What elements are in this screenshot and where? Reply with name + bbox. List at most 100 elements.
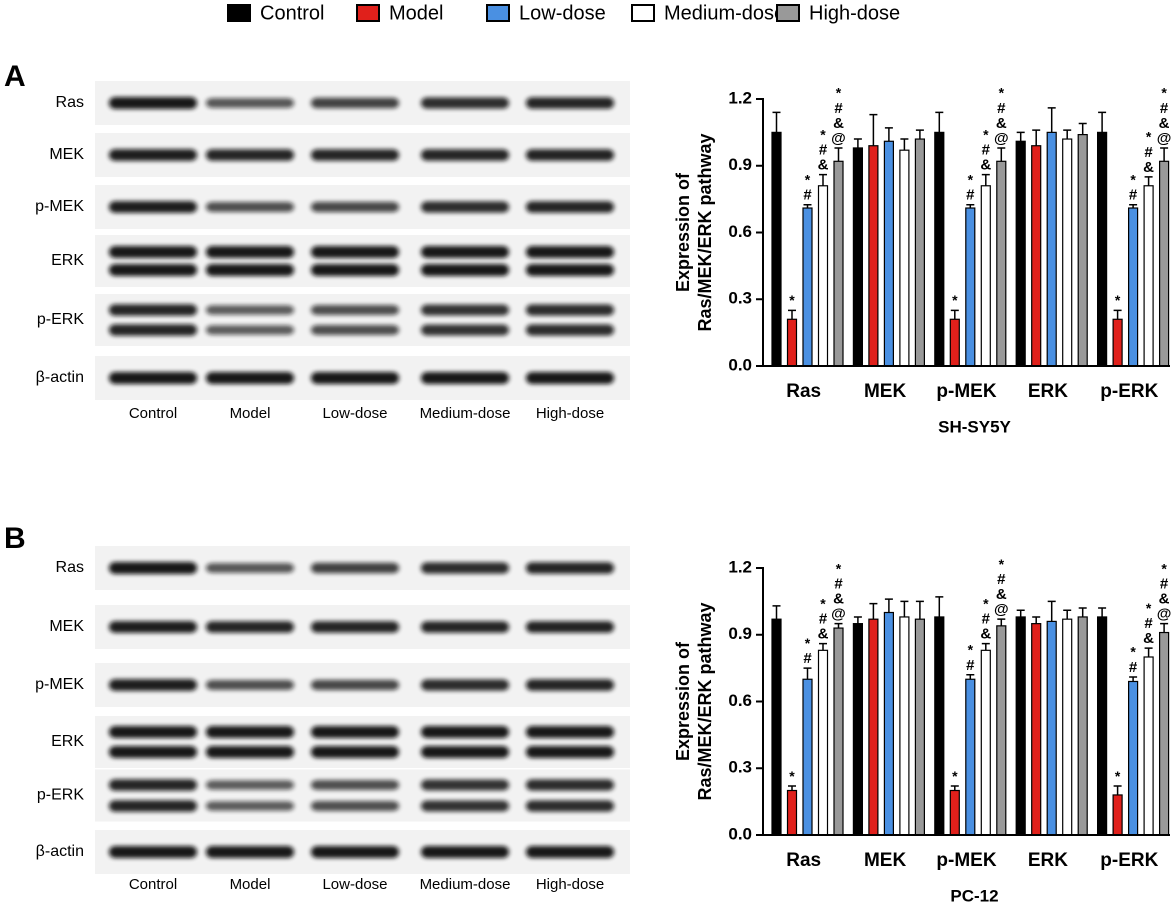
blot-band — [206, 325, 294, 335]
error-bar — [884, 598, 893, 613]
blot-lane-label: High-dose — [536, 876, 604, 893]
significance-mark: & — [980, 626, 991, 643]
x-axis-label: SH-SY5Y — [938, 417, 1011, 436]
significance-mark: * — [789, 768, 795, 784]
error-bar — [803, 203, 812, 209]
bar — [883, 611, 895, 836]
error-bar — [1113, 785, 1122, 795]
error-bar — [1016, 131, 1025, 142]
legend-swatch — [356, 4, 380, 22]
y-axis-label: Expression of Ras/MEK/ERK pathway — [673, 602, 715, 800]
bar — [980, 649, 991, 836]
blot-strip — [95, 716, 630, 768]
blot-row-label: ERK — [51, 252, 84, 269]
blot-strip — [95, 235, 630, 287]
bar — [1031, 623, 1042, 836]
blot-band — [206, 98, 294, 108]
blot-band — [311, 201, 399, 213]
x-tick-label: Ras — [786, 381, 821, 402]
blot-band — [311, 264, 399, 276]
error-bar — [884, 127, 893, 142]
legend-swatch — [776, 4, 800, 22]
bar — [868, 618, 879, 836]
bar — [1077, 616, 1088, 836]
significance-mark: * — [983, 126, 989, 142]
error-bar — [853, 616, 862, 624]
y-axis-label-line: Expression of — [673, 172, 693, 292]
significance-mark: & — [1143, 630, 1154, 647]
x-tick-label: p-MEK — [936, 850, 996, 871]
significance-mark: @ — [994, 601, 1009, 618]
bar — [1015, 140, 1026, 367]
panel-letter: A — [4, 60, 26, 93]
blot-band — [526, 726, 614, 738]
bar — [914, 618, 926, 836]
legend-swatch — [486, 4, 510, 22]
significance-mark: # — [982, 142, 991, 159]
significance-mark: & — [818, 626, 829, 643]
error-bar — [935, 111, 944, 133]
error-bar — [803, 667, 812, 680]
significance-mark: # — [1160, 100, 1169, 117]
bar — [1127, 680, 1139, 836]
significance-mark: & — [818, 157, 829, 174]
bar — [949, 318, 960, 367]
error-bar — [834, 622, 843, 629]
bar — [786, 318, 798, 367]
significance-mark: * — [983, 595, 989, 611]
blot-band — [311, 846, 399, 858]
significance-mark: # — [997, 571, 1006, 588]
y-tick-label: 0.3 — [728, 289, 752, 308]
blot-row-label: p-ERK — [37, 311, 84, 328]
x-tick-label: p-ERK — [1100, 850, 1158, 871]
blot-row-label: p-MEK — [35, 676, 84, 693]
bar — [802, 678, 813, 836]
blot-band — [206, 621, 294, 633]
significance-mark: @ — [831, 606, 846, 623]
blot-band — [109, 246, 197, 258]
bar — [899, 616, 910, 836]
y-tick-label: 0.0 — [728, 824, 752, 843]
blot-band — [311, 304, 399, 316]
blot-band — [206, 372, 294, 384]
significance-mark: * — [805, 171, 811, 187]
bar — [786, 789, 798, 836]
blot-band — [421, 779, 509, 791]
y-axis-label-line: Expression of — [673, 641, 693, 761]
significance-mark: * — [789, 292, 795, 308]
blot-band — [526, 97, 614, 109]
significance-mark: * — [836, 85, 842, 101]
bar — [934, 131, 945, 367]
error-bar — [819, 642, 827, 651]
y-axis-label-line: Ras/MEK/ERK pathway — [695, 602, 715, 800]
bar — [1015, 616, 1026, 836]
significance-mark: * — [1130, 644, 1136, 660]
error-bar — [819, 173, 827, 186]
significance-mark: * — [1146, 600, 1152, 616]
blot-band — [109, 621, 197, 633]
legend-label: High-dose — [809, 2, 900, 24]
error-bar — [788, 785, 796, 791]
blot-band — [311, 679, 399, 691]
error-bar — [853, 138, 862, 148]
y-tick-label: 0.6 — [728, 222, 752, 241]
significance-mark: # — [997, 100, 1006, 117]
blot-band — [109, 324, 197, 336]
blot-band — [421, 324, 509, 336]
significance-mark: & — [980, 157, 991, 174]
blot-band — [311, 779, 399, 791]
bar — [1143, 656, 1154, 836]
error-bar — [1078, 122, 1087, 135]
bar — [1046, 131, 1057, 367]
error-bar — [869, 113, 878, 146]
significance-mark: & — [996, 115, 1007, 132]
significance-mark: # — [1129, 187, 1138, 204]
y-tick-label: 0.3 — [728, 758, 752, 777]
significance-mark: # — [834, 576, 843, 593]
blot-band — [421, 846, 509, 858]
blot-band — [526, 800, 614, 812]
blot-row-label: MEK — [49, 146, 84, 163]
error-bar — [900, 600, 909, 617]
panel-letter: B — [4, 522, 26, 555]
bar — [965, 207, 976, 367]
